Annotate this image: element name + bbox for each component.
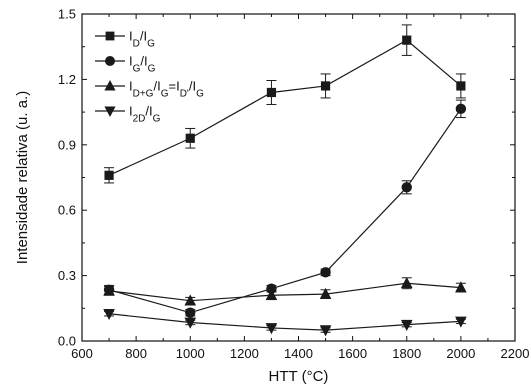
legend-label: ID/IG (129, 29, 155, 50)
x-tick-label: 1800 (392, 346, 421, 361)
series-line (108, 108, 462, 314)
data-point (184, 294, 197, 306)
y-tick-label: 0.3 (58, 268, 76, 283)
data-point (455, 103, 467, 115)
x-tick-label: 1000 (176, 346, 205, 361)
x-tick-label: 2000 (446, 346, 475, 361)
y-tick-label: 1.2 (58, 72, 76, 87)
legend-label: ID+G/IG=ID'/IG (129, 79, 204, 100)
series-2 (103, 99, 467, 318)
legend-entry-4: I2D/IG (95, 104, 161, 125)
series-4 (103, 308, 467, 337)
series-1 (104, 24, 466, 184)
x-tick-label: 600 (71, 346, 93, 361)
y-tick-label: 0.0 (58, 334, 76, 349)
data-point (319, 287, 332, 299)
data-point (103, 308, 115, 321)
series-group (103, 24, 467, 337)
data-point (400, 319, 413, 331)
legend-swatch-marker (104, 79, 116, 91)
data-point (184, 317, 197, 329)
data-point (104, 170, 114, 180)
data-point (103, 284, 115, 296)
data-point (265, 323, 278, 335)
data-point (456, 81, 466, 91)
x-tick-label: 1200 (230, 346, 259, 361)
data-point (402, 35, 412, 45)
y-tick-label: 1.5 (58, 7, 76, 22)
data-point (455, 281, 467, 293)
legend-entry-2: IG/IG (95, 54, 156, 75)
legend-label: I2D/IG (129, 104, 161, 125)
data-point (400, 276, 413, 289)
data-point (266, 87, 277, 98)
y-axis-label: Intensidade relativa (u. a.) (14, 91, 31, 264)
series-line (108, 39, 462, 176)
legend-swatch-marker (105, 56, 115, 66)
series-3 (103, 276, 467, 306)
x-tick-label: 800 (125, 346, 147, 361)
data-point (401, 182, 412, 193)
legend-entry-1: ID/IG (95, 29, 155, 50)
data-point (319, 325, 332, 337)
data-point (320, 81, 331, 91)
legend-swatch-marker (104, 106, 116, 118)
y-tick-label: 0.6 (58, 203, 76, 218)
x-tick-label: 1600 (338, 346, 367, 361)
y-tick-label: 0.9 (58, 137, 76, 152)
data-point (185, 307, 196, 318)
legend: ID/IG IG/IG ID+G/IG=ID'/IG I2D/IG (95, 29, 204, 125)
data-point (320, 267, 331, 278)
x-tick-label: 2200 (501, 346, 530, 361)
data-point (265, 288, 278, 301)
series-line (108, 313, 461, 331)
data-point (455, 316, 467, 328)
x-axis-label: HTT (°C) (269, 368, 329, 385)
legend-entry-3: ID+G/IG=ID'/IG (95, 79, 204, 100)
x-tick-label: 1400 (284, 346, 313, 361)
data-point (185, 133, 195, 143)
tick-marks: 600 800 1000 1200 1400 1600 1800 2000 2200 0.0 0.3… (58, 7, 530, 362)
legend-swatch-marker (105, 31, 115, 41)
legend-label: IG/IG (129, 54, 156, 75)
series-line (108, 282, 461, 302)
